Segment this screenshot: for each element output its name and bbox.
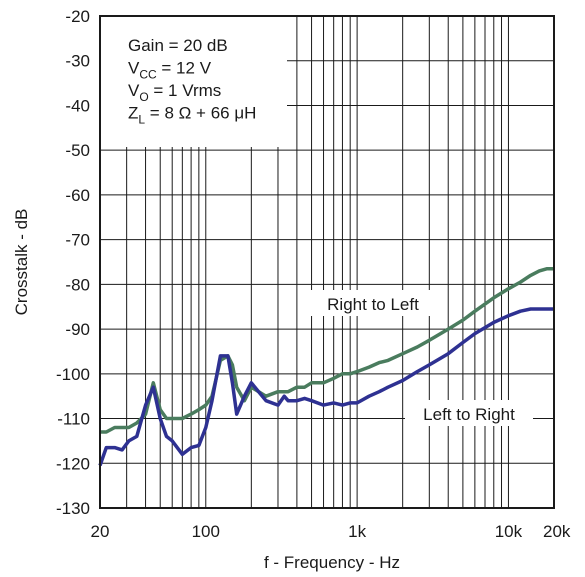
y-tick-label: -80	[65, 275, 90, 294]
y-axis-label: Crosstalk - dB	[12, 209, 31, 316]
y-tick-label: -20	[65, 7, 90, 26]
annotation-left-to-right: Left to Right	[423, 405, 515, 424]
y-tick-label: -60	[65, 186, 90, 205]
condition-line: VCC = 12 V	[128, 59, 212, 82]
y-tick-label: -130	[56, 499, 90, 518]
annotation-right-to-left: Right to Left	[327, 295, 419, 314]
y-tick-label: -50	[65, 141, 90, 160]
annotation-background	[405, 400, 533, 426]
y-tick-label: -40	[65, 96, 90, 115]
x-tick-label: 10k	[495, 522, 523, 541]
x-tick-labels: 20 100 1k 10k 20k	[91, 522, 571, 541]
x-tick-label: 1k	[348, 522, 366, 541]
annotation-background	[302, 290, 444, 316]
series-line-right-to-left	[100, 266, 554, 434]
y-tick-label: -100	[56, 365, 90, 384]
conditions-background	[101, 17, 287, 147]
x-axis-label: f - Frequency - Hz	[264, 553, 400, 572]
series-lines	[98, 266, 554, 467]
condition-line: VO = 1 Vrms	[128, 81, 221, 104]
condition-line: ZL = 8 Ω + 66 μH	[128, 104, 256, 127]
plot-frame	[99, 15, 555, 509]
x-tick-label: 100	[192, 522, 220, 541]
condition-line: Gain = 20 dB	[128, 36, 228, 55]
y-tick-label: -120	[56, 454, 90, 473]
series-line-left-to-right	[98, 307, 554, 467]
y-tick-labels: -20 -30 -40 -50 -60 -70 -80 -90 -100 -110 -120 -130	[56, 7, 90, 518]
x-tick-label: 20k	[543, 522, 571, 541]
y-tick-label: -110	[57, 410, 90, 429]
series-annotations: Right to Left Left to Right	[302, 290, 533, 426]
y-tick-label: -90	[65, 320, 90, 339]
y-tick-label: -70	[65, 231, 90, 250]
x-tick-label: 20	[91, 522, 110, 541]
y-tick-label: -30	[65, 52, 90, 71]
